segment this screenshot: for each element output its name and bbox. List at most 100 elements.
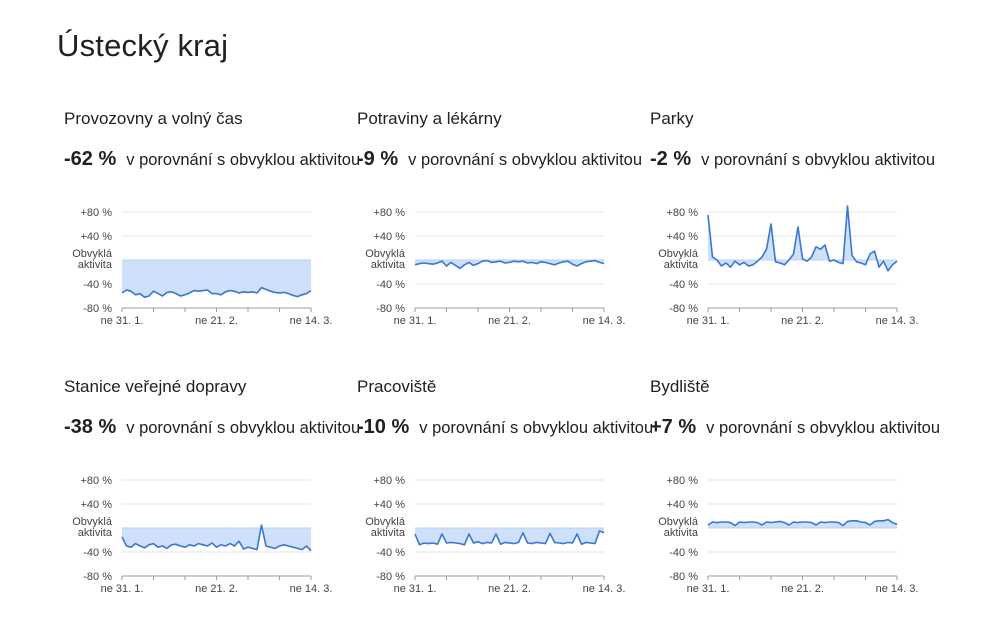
y-tick-label: +80 %	[81, 207, 113, 219]
change-value: +7 %	[650, 416, 697, 438]
x-tick-label: ne 31. 1.	[687, 315, 730, 327]
x-tick-label: ne 31. 1.	[687, 583, 730, 595]
y-tick-label: aktivita	[78, 259, 113, 271]
y-tick-label: aktivita	[371, 527, 406, 539]
difference-area	[415, 260, 604, 269]
x-tick-label: ne 21. 2.	[488, 583, 531, 595]
y-tick-label: -80 %	[83, 571, 112, 583]
comparison-text: v porovnání s obvyklou aktivitou	[706, 419, 941, 437]
x-tick-label: ne 21. 2.	[195, 315, 238, 327]
x-tick-label: ne 14. 3.	[290, 315, 333, 327]
difference-area	[122, 525, 311, 551]
x-tick-label: ne 14. 3.	[290, 583, 333, 595]
comparison-text: v porovnání s obvyklou aktivitou	[408, 151, 643, 169]
panel-workplaces: Pracoviště -10 % v porovnání s obvyklou a…	[357, 377, 657, 627]
x-tick-label: ne 14. 3.	[876, 583, 919, 595]
y-tick-label: -80 %	[376, 571, 405, 583]
series-line	[414, 530, 605, 546]
panel-retail-recreation: Provozovny a volný čas -62 % v porovnání …	[64, 109, 364, 359]
x-tick-label: ne 31. 1.	[101, 583, 144, 595]
panel-title: Parky	[650, 109, 694, 128]
x-tick-label: ne 14. 3.	[876, 315, 919, 327]
series-line	[414, 259, 605, 270]
x-tick-label: ne 21. 2.	[781, 583, 824, 595]
difference-area	[122, 260, 311, 298]
y-tick-label: -80 %	[669, 303, 698, 315]
y-tick-label: -40 %	[83, 279, 112, 291]
y-tick-label: Obvyklá	[365, 248, 406, 260]
panel-title: Bydliště	[650, 377, 710, 396]
panel-title: Pracoviště	[357, 377, 437, 396]
y-tick-label: +80 %	[667, 207, 699, 219]
y-tick-label: Obvyklá	[72, 248, 113, 260]
y-tick-label: -40 %	[376, 547, 405, 559]
comparison-text: v porovnání s obvyklou aktivitou	[419, 419, 654, 437]
panel-grocery-pharmacy: Potraviny a lékárny -9 % v porovnání s ob…	[357, 109, 657, 359]
y-tick-label: Obvyklá	[658, 516, 699, 528]
y-tick-label: -80 %	[669, 571, 698, 583]
panel-title: Potraviny a lékárny	[357, 109, 502, 128]
y-tick-label: +80 %	[81, 475, 113, 487]
y-tick-label: -40 %	[83, 547, 112, 559]
y-tick-label: +40 %	[374, 499, 406, 511]
change-value: -62 %	[64, 148, 117, 170]
y-tick-label: +40 %	[374, 231, 406, 243]
x-tick-label: ne 21. 2.	[781, 315, 824, 327]
panel-stat: -62 % v porovnání s obvyklou aktivitou	[64, 147, 360, 173]
y-tick-label: aktivita	[371, 259, 406, 271]
y-tick-label: +80 %	[374, 475, 406, 487]
y-tick-label: +40 %	[81, 231, 113, 243]
y-tick-label: -80 %	[376, 303, 405, 315]
y-tick-label: -40 %	[669, 279, 698, 291]
y-tick-label: +40 %	[667, 499, 699, 511]
y-tick-label: Obvyklá	[658, 248, 699, 260]
y-tick-label: aktivita	[78, 527, 113, 539]
y-tick-label: +40 %	[81, 499, 113, 511]
x-tick-label: ne 21. 2.	[195, 583, 238, 595]
panel-title: Stanice veřejné dopravy	[64, 377, 247, 396]
panel-stat: -10 % v porovnání s obvyklou aktivitou	[357, 415, 653, 441]
y-tick-label: Obvyklá	[72, 516, 113, 528]
page-title: Ústecký kraj	[57, 28, 229, 63]
series-line	[707, 205, 898, 272]
panel-stat: -38 % v porovnání s obvyklou aktivitou	[64, 415, 360, 441]
change-value: -2 %	[650, 148, 692, 170]
panel-stat: -2 % v porovnání s obvyklou aktivitou	[650, 147, 935, 173]
panel-stat: -9 % v porovnání s obvyklou aktivitou	[357, 147, 642, 173]
x-tick-label: ne 31. 1.	[394, 583, 437, 595]
y-tick-label: aktivita	[664, 259, 699, 271]
panel-residential: Bydliště +7 % v porovnání s obvyklou akti…	[650, 377, 950, 627]
comparison-text: v porovnání s obvyklou aktivitou	[126, 419, 361, 437]
y-tick-label: -40 %	[669, 547, 698, 559]
panel-parks: Parky -2 % v porovnání s obvyklou aktivit…	[650, 109, 950, 359]
change-value: -9 %	[357, 148, 399, 170]
x-tick-label: ne 31. 1.	[101, 315, 144, 327]
series-line	[707, 518, 898, 527]
y-tick-label: Obvyklá	[365, 516, 406, 528]
y-tick-label: -80 %	[83, 303, 112, 315]
x-tick-label: ne 14. 3.	[583, 583, 626, 595]
difference-area	[415, 528, 604, 545]
panel-stat: +7 % v porovnání s obvyklou aktivitou	[650, 415, 940, 441]
panel-title: Provozovny a volný čas	[64, 109, 243, 128]
series-line	[121, 524, 312, 552]
x-tick-label: ne 21. 2.	[488, 315, 531, 327]
difference-area	[708, 206, 897, 271]
change-value: -10 %	[357, 416, 410, 438]
x-tick-label: ne 14. 3.	[583, 315, 626, 327]
y-tick-label: +40 %	[667, 231, 699, 243]
y-tick-label: +80 %	[667, 475, 699, 487]
panel-transit-stations: Stanice veřejné dopravy -38 % v porovnání…	[64, 377, 364, 627]
y-tick-label: aktivita	[664, 527, 699, 539]
y-tick-label: +80 %	[374, 207, 406, 219]
y-tick-label: -40 %	[376, 279, 405, 291]
x-tick-label: ne 31. 1.	[394, 315, 437, 327]
series-line	[121, 286, 312, 298]
comparison-text: v porovnání s obvyklou aktivitou	[126, 151, 361, 169]
change-value: -38 %	[64, 416, 117, 438]
